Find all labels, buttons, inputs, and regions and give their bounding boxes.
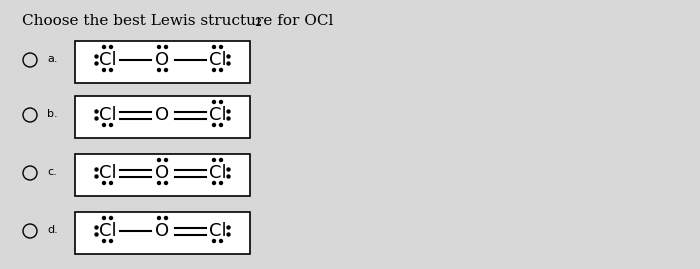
Text: O: O xyxy=(155,164,169,182)
Circle shape xyxy=(102,182,106,185)
Circle shape xyxy=(158,182,160,185)
Circle shape xyxy=(227,233,230,236)
Circle shape xyxy=(95,175,98,178)
Circle shape xyxy=(158,69,160,72)
Circle shape xyxy=(227,226,230,229)
Text: Cl: Cl xyxy=(209,164,226,182)
Circle shape xyxy=(95,62,98,65)
Circle shape xyxy=(213,182,216,185)
Circle shape xyxy=(220,101,223,104)
Circle shape xyxy=(220,69,223,72)
Circle shape xyxy=(164,158,167,161)
Text: O: O xyxy=(155,106,169,124)
Circle shape xyxy=(95,110,98,113)
Circle shape xyxy=(109,123,113,126)
Circle shape xyxy=(102,123,106,126)
Text: O: O xyxy=(155,222,169,240)
Circle shape xyxy=(102,45,106,48)
Circle shape xyxy=(227,62,230,65)
Text: Choose the best Lewis structure for OCl: Choose the best Lewis structure for OCl xyxy=(22,14,333,28)
Circle shape xyxy=(227,55,230,58)
Circle shape xyxy=(220,239,223,242)
Circle shape xyxy=(227,117,230,120)
Circle shape xyxy=(102,239,106,242)
FancyBboxPatch shape xyxy=(75,154,250,196)
Text: Cl: Cl xyxy=(209,222,226,240)
FancyBboxPatch shape xyxy=(75,41,250,83)
Circle shape xyxy=(158,158,160,161)
Circle shape xyxy=(109,69,113,72)
Circle shape xyxy=(213,239,216,242)
Text: 2: 2 xyxy=(254,18,261,28)
Text: d.: d. xyxy=(47,225,57,235)
Circle shape xyxy=(164,69,167,72)
Circle shape xyxy=(102,69,106,72)
Text: a.: a. xyxy=(47,54,57,64)
Text: Cl: Cl xyxy=(99,106,116,124)
Circle shape xyxy=(220,158,223,161)
Text: Cl: Cl xyxy=(99,51,116,69)
Text: b.: b. xyxy=(47,109,57,119)
Circle shape xyxy=(109,182,113,185)
Circle shape xyxy=(227,110,230,113)
Circle shape xyxy=(220,45,223,48)
Circle shape xyxy=(164,182,167,185)
Circle shape xyxy=(102,217,106,220)
Circle shape xyxy=(213,45,216,48)
Circle shape xyxy=(109,45,113,48)
Text: Cl: Cl xyxy=(99,164,116,182)
Text: Cl: Cl xyxy=(209,106,226,124)
Circle shape xyxy=(227,175,230,178)
Circle shape xyxy=(164,45,167,48)
Circle shape xyxy=(213,101,216,104)
Circle shape xyxy=(220,182,223,185)
FancyBboxPatch shape xyxy=(75,212,250,254)
Circle shape xyxy=(95,226,98,229)
Circle shape xyxy=(213,69,216,72)
Circle shape xyxy=(109,217,113,220)
FancyBboxPatch shape xyxy=(75,96,250,138)
Circle shape xyxy=(213,158,216,161)
Circle shape xyxy=(95,55,98,58)
Text: Cl: Cl xyxy=(99,222,116,240)
Text: Cl: Cl xyxy=(209,51,226,69)
Text: O: O xyxy=(155,51,169,69)
Circle shape xyxy=(95,168,98,171)
Circle shape xyxy=(220,123,223,126)
Circle shape xyxy=(213,123,216,126)
Circle shape xyxy=(227,168,230,171)
Circle shape xyxy=(109,239,113,242)
Circle shape xyxy=(158,45,160,48)
Circle shape xyxy=(158,217,160,220)
Circle shape xyxy=(95,233,98,236)
Text: c.: c. xyxy=(47,167,57,177)
Circle shape xyxy=(95,117,98,120)
Circle shape xyxy=(164,217,167,220)
